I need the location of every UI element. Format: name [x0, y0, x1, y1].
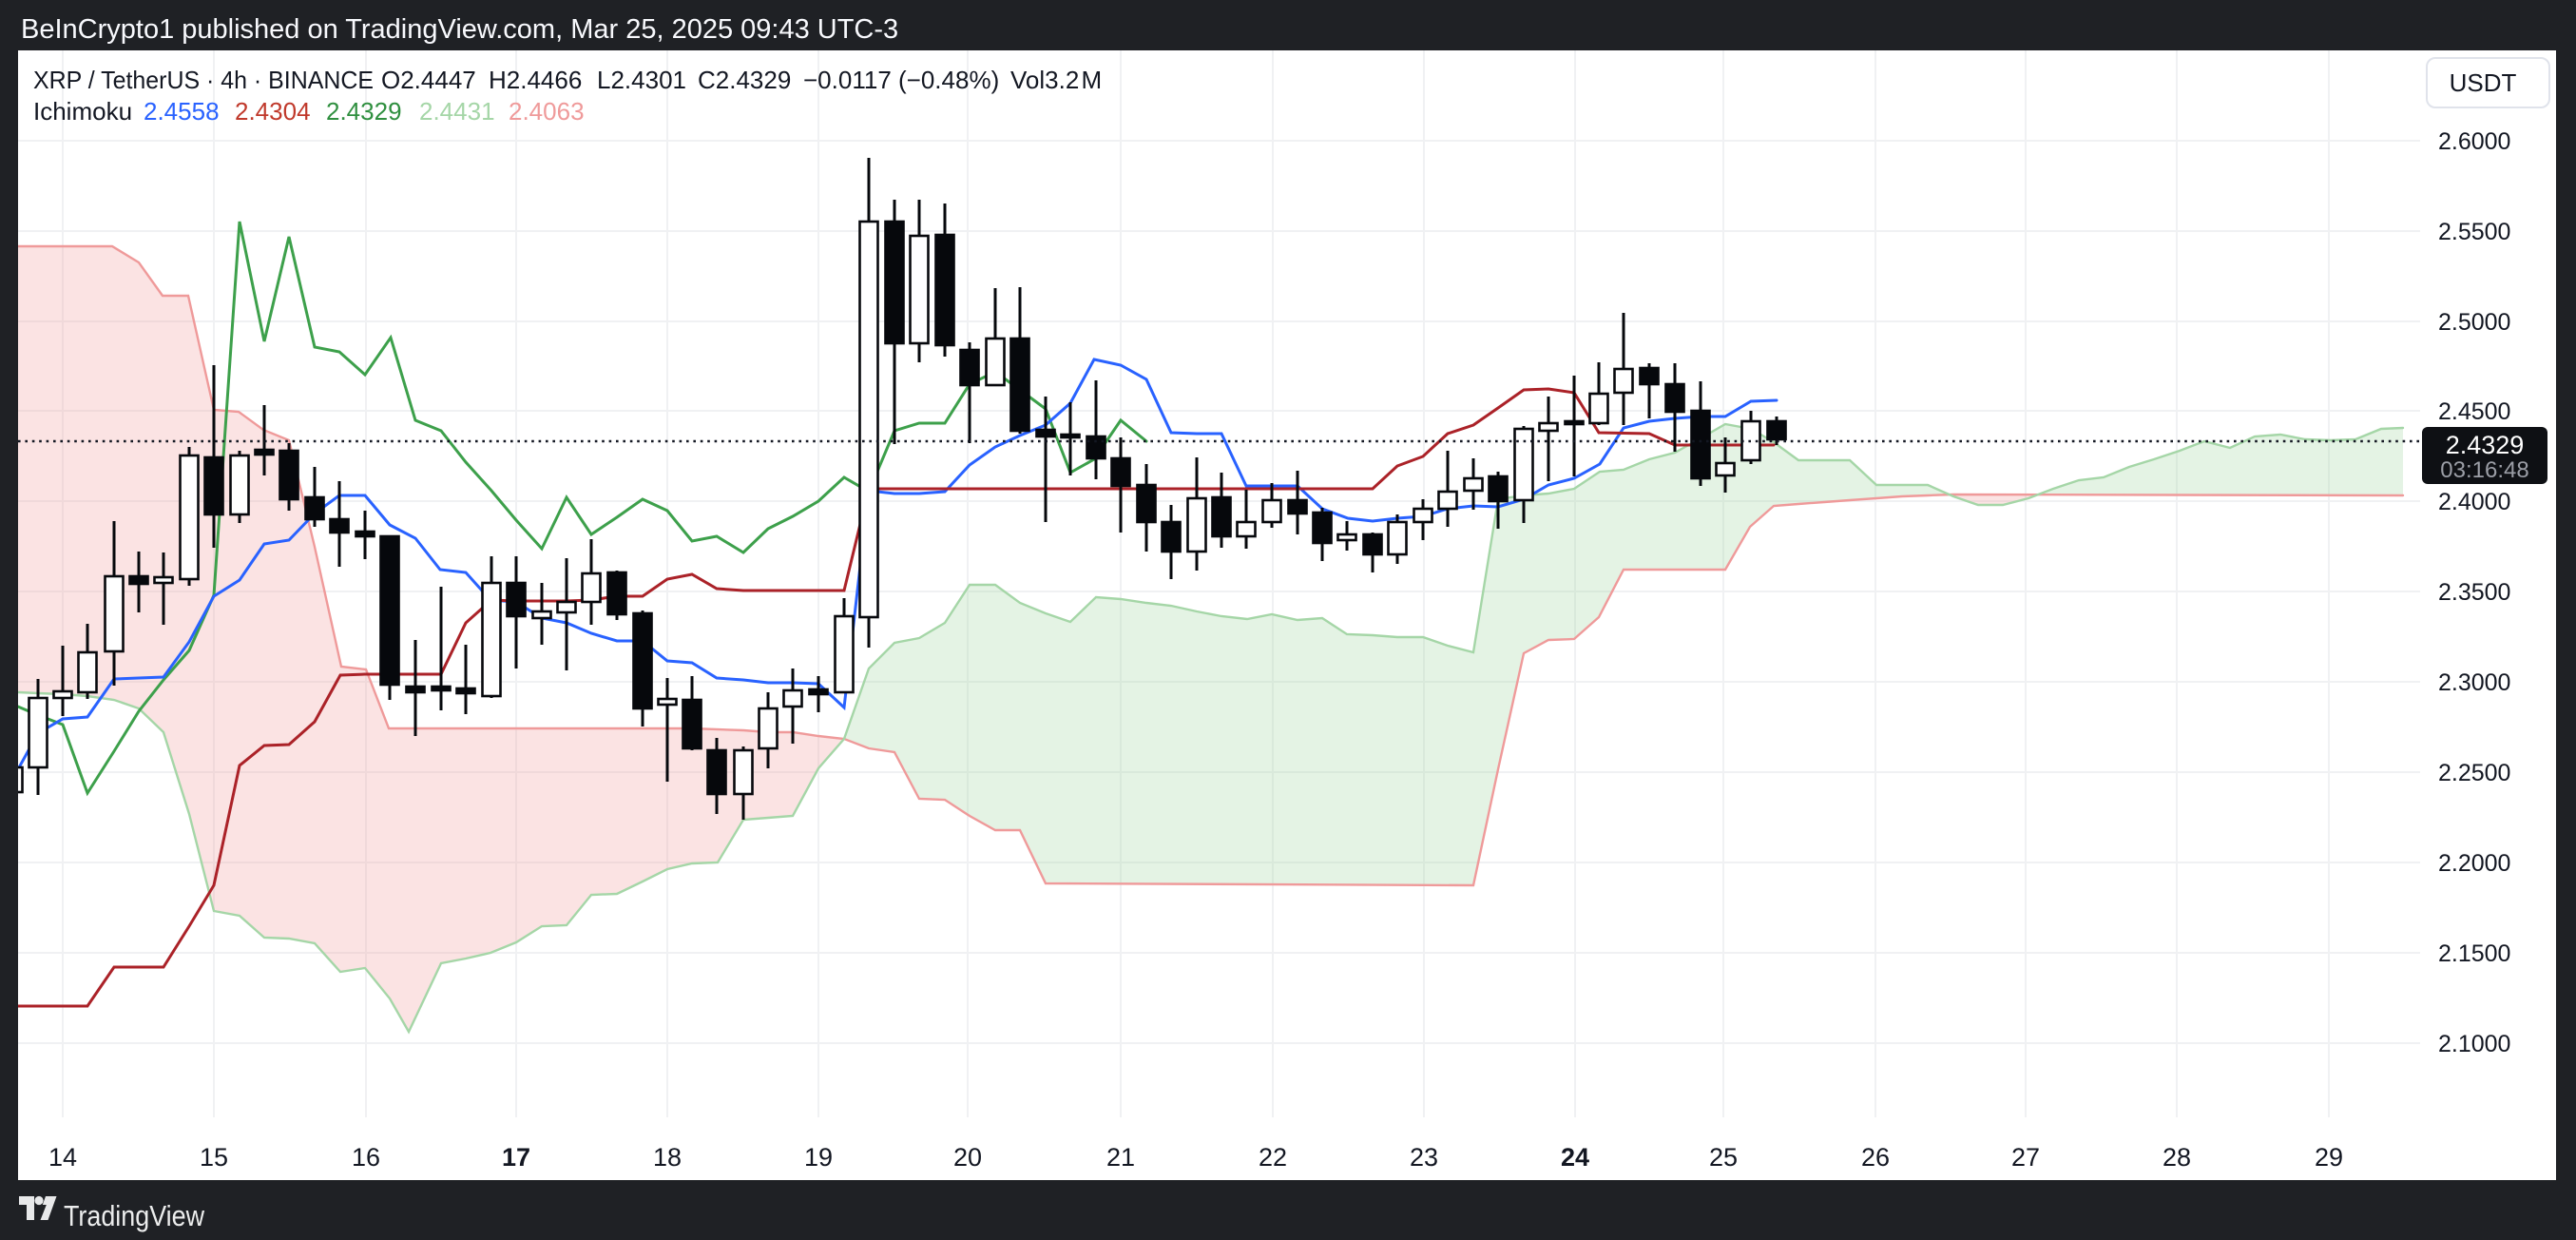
svg-text:Ichimoku: Ichimoku	[33, 97, 132, 126]
svg-text:2.4304: 2.4304	[235, 97, 311, 126]
svg-text:15: 15	[200, 1143, 228, 1172]
svg-text:2.4500: 2.4500	[2438, 398, 2510, 425]
svg-text:TradingView: TradingView	[64, 1199, 205, 1232]
svg-text:23: 23	[1410, 1143, 1438, 1172]
svg-text:2.6000: 2.6000	[2438, 128, 2510, 155]
svg-text:19: 19	[804, 1143, 833, 1172]
svg-text:XRP / TetherUS · 4h · BINANCE: XRP / TetherUS · 4h · BINANCE	[33, 66, 374, 94]
svg-text:L2.4301: L2.4301	[597, 66, 686, 94]
svg-text:2.2000: 2.2000	[2438, 850, 2510, 877]
svg-text:−0.0117 (−0.48%): −0.0117 (−0.48%)	[803, 66, 999, 94]
svg-text:16: 16	[352, 1143, 380, 1172]
svg-text:2.4329: 2.4329	[2446, 431, 2525, 459]
svg-text:H2.4466: H2.4466	[489, 66, 582, 94]
svg-text:2.1000: 2.1000	[2438, 1031, 2510, 1057]
svg-text:2.4063: 2.4063	[509, 97, 585, 126]
svg-text:22: 22	[1259, 1143, 1287, 1172]
svg-text:26: 26	[1861, 1143, 1890, 1172]
svg-text:Vol3.2 M: Vol3.2 M	[1010, 66, 1102, 94]
svg-text:C2.4329: C2.4329	[698, 66, 791, 94]
svg-text:27: 27	[2011, 1143, 2040, 1172]
svg-text:2.2500: 2.2500	[2438, 760, 2510, 786]
svg-text:18: 18	[653, 1143, 682, 1172]
svg-text:O2.4447: O2.4447	[381, 66, 476, 94]
svg-text:21: 21	[1106, 1143, 1135, 1172]
svg-text:20: 20	[953, 1143, 982, 1172]
svg-text:29: 29	[2315, 1143, 2343, 1172]
svg-text:2.1500: 2.1500	[2438, 940, 2510, 967]
svg-text:BeInCrypto1 published on Tradi: BeInCrypto1 published on TradingView.com…	[21, 14, 898, 45]
svg-text:2.4431: 2.4431	[419, 97, 495, 126]
svg-text:03:16:48: 03:16:48	[2440, 457, 2528, 483]
svg-text:2.3000: 2.3000	[2438, 669, 2510, 696]
svg-text:2.5500: 2.5500	[2438, 219, 2510, 245]
svg-text:USDT: USDT	[2450, 68, 2517, 97]
svg-text:14: 14	[48, 1143, 77, 1172]
svg-text:17: 17	[502, 1143, 530, 1172]
svg-text:2.4558: 2.4558	[144, 97, 220, 126]
svg-text:28: 28	[2163, 1143, 2191, 1172]
svg-text:25: 25	[1709, 1143, 1738, 1172]
svg-text:2.3500: 2.3500	[2438, 579, 2510, 606]
svg-text:2.4000: 2.4000	[2438, 489, 2510, 515]
svg-text:24: 24	[1561, 1143, 1589, 1172]
svg-text:2.4329: 2.4329	[326, 97, 402, 126]
svg-text:2.5000: 2.5000	[2438, 309, 2510, 336]
